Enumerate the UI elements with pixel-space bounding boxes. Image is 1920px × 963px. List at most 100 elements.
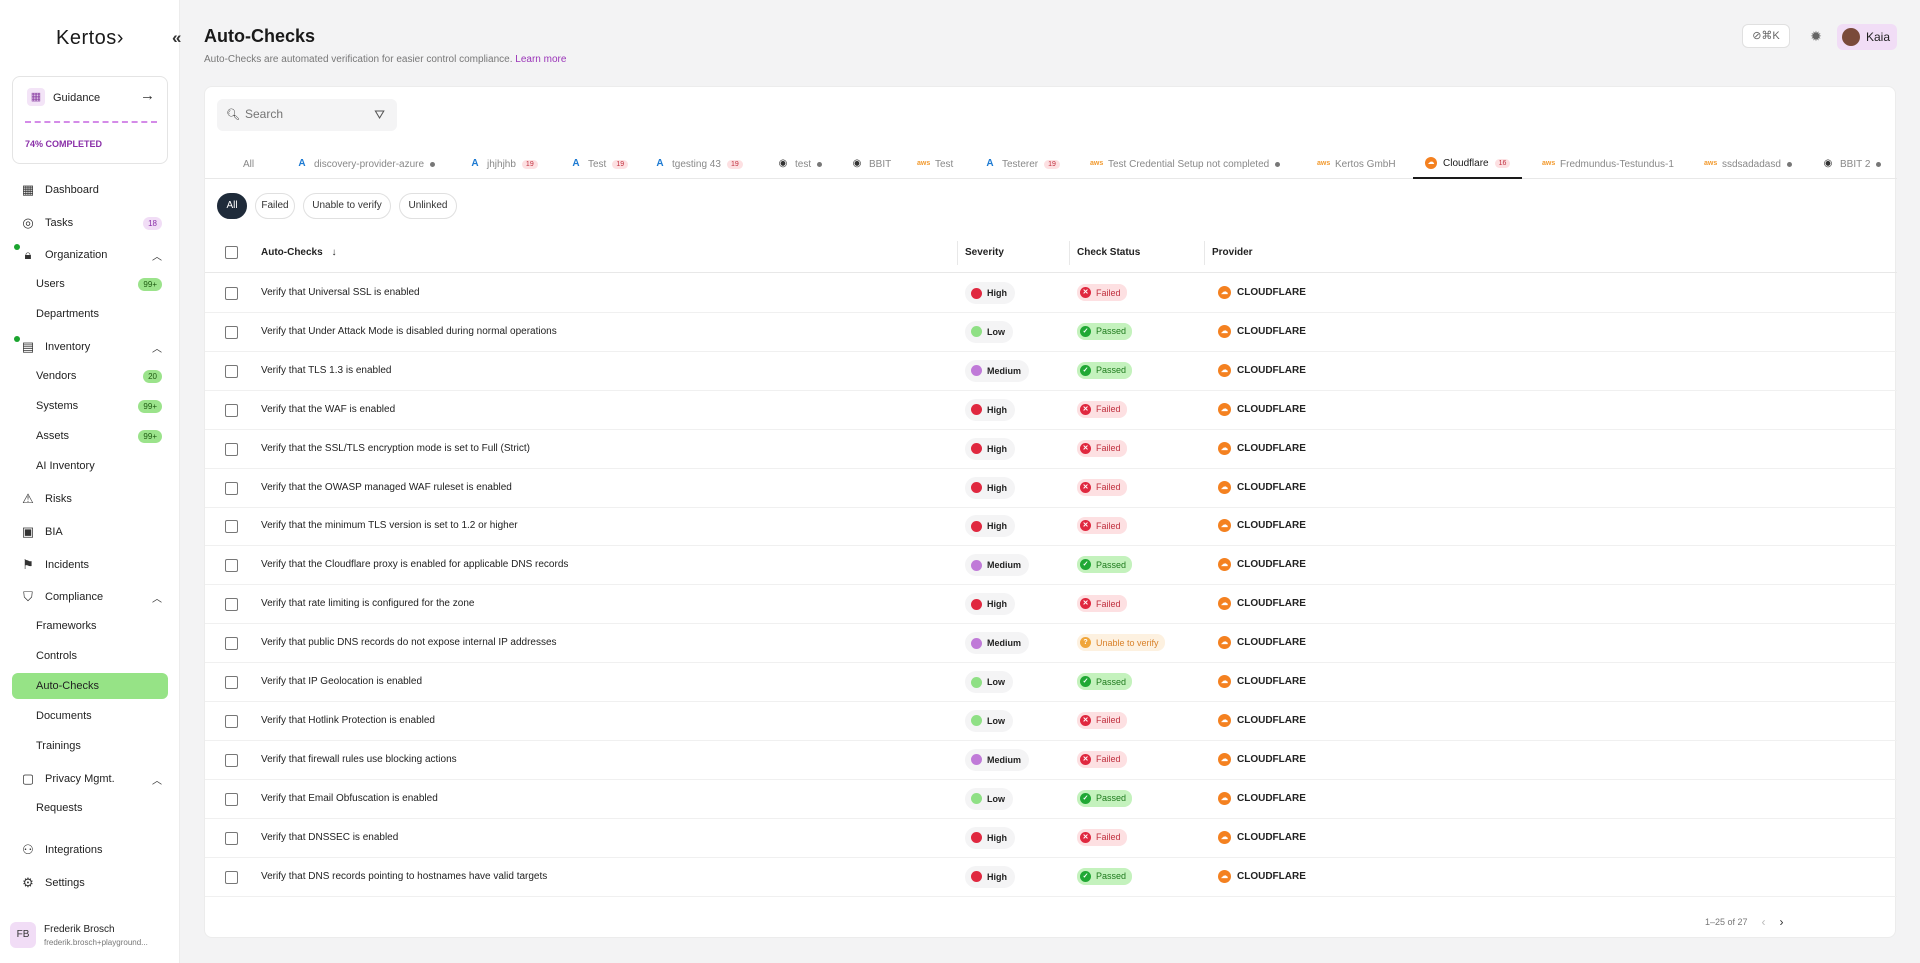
table-row[interactable]: Verify that the Cloudflare proxy is enab… xyxy=(205,546,1897,586)
table-row[interactable]: Verify that firewall rules use blocking … xyxy=(205,741,1897,780)
sidebar-item-assets[interactable]: Assets 99+ xyxy=(12,423,168,449)
column-header-auto-checks[interactable]: Auto-Checks ↓ xyxy=(261,233,336,273)
column-header-provider[interactable]: Provider xyxy=(1212,247,1253,258)
sidebar-item-organization[interactable]: 🔒︎ Organization ︿ xyxy=(12,242,168,268)
row-checkbox[interactable] xyxy=(225,442,238,456)
check-name[interactable]: Verify that Hotlink Protection is enable… xyxy=(261,714,435,726)
learn-more-link[interactable]: Learn more xyxy=(515,54,567,65)
table-row[interactable]: Verify that rate limiting is configured … xyxy=(205,585,1897,625)
check-name[interactable]: Verify that IP Geolocation is enabled xyxy=(261,676,423,687)
tab-all[interactable]: All xyxy=(243,149,254,179)
guidance-card[interactable]: ▦ Guidance → 74% COMPLETED xyxy=(12,76,168,164)
check-name[interactable]: Verify that the Cloudflare proxy is enab… xyxy=(261,559,569,571)
sidebar-item-requests[interactable]: Requests xyxy=(12,795,168,821)
tab-test-credential-setup[interactable]: aws Test Credential Setup not completed xyxy=(1090,149,1281,179)
tab-test-github[interactable]: ◉ test xyxy=(777,149,823,179)
check-name[interactable]: Verify that rate limiting is configured … xyxy=(261,598,475,610)
tab-jhjhjhb[interactable]: A jhjhjhb 19 xyxy=(469,149,538,179)
table-row[interactable]: Verify that TLS 1.3 is enabled Medium ✓ Pas… xyxy=(205,352,1897,391)
table-row[interactable]: Verify that the SSL/TLS encryption mode … xyxy=(205,430,1897,469)
user-profile[interactable]: FB Frederik Brosch frederik.brosch+playg… xyxy=(10,920,170,954)
check-name[interactable]: Verify that TLS 1.3 is enabled xyxy=(261,364,392,376)
kertos-logo[interactable]: Kertos› xyxy=(56,27,124,49)
chevron-up-icon[interactable]: ︿ xyxy=(152,251,162,263)
sort-arrow-down-icon[interactable]: ↓ xyxy=(331,247,337,258)
table-row[interactable]: Verify that Hotlink Protection is enable… xyxy=(205,702,1897,741)
row-checkbox[interactable] xyxy=(225,714,238,728)
sidebar-item-dashboard[interactable]: ▦ Dashboard xyxy=(12,177,168,203)
tab-cloudflare[interactable]: ☁ Cloudflare 16 xyxy=(1413,149,1523,179)
search-field[interactable]: 🔍︎ ⛛ xyxy=(217,99,397,131)
table-row[interactable]: Verify that Under Attack Mode is disable… xyxy=(205,313,1897,352)
row-checkbox[interactable] xyxy=(225,287,238,300)
check-name[interactable]: Verify that DNS records pointing to host… xyxy=(261,870,548,882)
filter-unable-to-verify[interactable]: Unable to verify xyxy=(303,193,391,219)
tab-discovery-provider-azure[interactable]: A discovery-provider-azure xyxy=(296,149,436,179)
row-checkbox[interactable] xyxy=(225,559,238,573)
table-row[interactable]: Verify that Email Obfuscation is enabled… xyxy=(205,780,1897,819)
table-row[interactable]: Verify that the OWASP managed WAF rulese… xyxy=(205,469,1897,508)
row-checkbox[interactable] xyxy=(225,637,238,651)
sidebar-item-bia[interactable]: ▣ BIA xyxy=(12,519,168,545)
table-row[interactable]: Verify that Universal SSL is enabled High… xyxy=(205,274,1897,313)
table-row[interactable]: Verify that IP Geolocation is enabled Low… xyxy=(205,663,1897,702)
tab-ssdsadadasd[interactable]: aws ssdsadadasd xyxy=(1704,149,1792,179)
check-name[interactable]: Verify that the OWASP managed WAF rulese… xyxy=(261,481,512,493)
row-checkbox[interactable] xyxy=(225,870,238,884)
sidebar-item-departments[interactable]: Departments xyxy=(12,301,168,327)
check-name[interactable]: Verify that firewall rules use blocking … xyxy=(261,753,457,765)
chevron-up-icon[interactable]: ︿ xyxy=(152,593,162,605)
tab-fredmundus-testundus-1[interactable]: aws Fredmundus-Testundus-1 xyxy=(1542,149,1674,179)
row-checkbox[interactable] xyxy=(225,403,238,417)
sidebar-item-vendors[interactable]: Vendors 20 xyxy=(12,363,168,389)
check-name[interactable]: Verify that Under Attack Mode is disable… xyxy=(261,325,557,337)
select-all-checkbox[interactable] xyxy=(225,246,238,259)
row-checkbox[interactable] xyxy=(225,676,238,689)
sidebar-item-documents[interactable]: Documents xyxy=(12,703,168,729)
filter-failed[interactable]: Failed xyxy=(255,193,295,219)
row-checkbox[interactable] xyxy=(225,792,238,806)
command-palette-button[interactable]: ⊘⌘K xyxy=(1742,24,1790,48)
tab-bbit[interactable]: ◉ BBIT xyxy=(851,149,892,179)
sidebar-item-controls[interactable]: Controls xyxy=(12,643,168,669)
sidebar-item-integrations[interactable]: ⚇ Integrations xyxy=(12,837,168,863)
sidebar-item-settings[interactable]: ⚙ Settings xyxy=(12,870,168,896)
row-checkbox[interactable] xyxy=(225,598,238,612)
row-checkbox[interactable] xyxy=(225,753,238,767)
tab-tgesting-43[interactable]: A tgesting 43 19 xyxy=(654,149,743,179)
table-row[interactable]: Verify that public DNS records do not ex… xyxy=(205,624,1897,664)
sidebar-item-auto-checks[interactable]: Auto-Checks xyxy=(12,673,168,699)
filter-unlinked[interactable]: Unlinked xyxy=(399,193,457,219)
chevron-right-icon[interactable]: › xyxy=(1779,915,1784,929)
filter-icon[interactable]: ⛛ xyxy=(374,107,385,122)
sidebar-item-trainings[interactable]: Trainings xyxy=(12,733,168,759)
bug-icon[interactable]: ✹ xyxy=(1810,28,1822,44)
check-name[interactable]: Verify that the SSL/TLS encryption mode … xyxy=(261,442,530,454)
search-input[interactable] xyxy=(245,107,363,121)
tab-test-aws[interactable]: aws Test xyxy=(917,149,953,179)
tab-kertos-gmbh[interactable]: aws Kertos GmbH xyxy=(1317,149,1396,179)
row-checkbox[interactable] xyxy=(225,831,238,845)
sidebar-item-risks[interactable]: ⚠ Risks xyxy=(12,486,168,512)
sidebar-item-privacy[interactable]: ▢ Privacy Mgmt. ︿ xyxy=(12,766,168,792)
row-checkbox[interactable] xyxy=(225,481,238,495)
row-checkbox[interactable] xyxy=(225,325,238,339)
sidebar-item-users[interactable]: Users 99+ xyxy=(12,271,168,297)
sidebar-item-systems[interactable]: Systems 99+ xyxy=(12,393,168,419)
check-name[interactable]: Verify that the WAF is enabled xyxy=(261,403,396,415)
collapse-sidebar-icon[interactable]: « xyxy=(172,28,182,47)
table-row[interactable]: Verify that DNS records pointing to host… xyxy=(205,858,1897,897)
sidebar-item-inventory[interactable]: ▤ Inventory ︿ xyxy=(12,334,168,360)
row-checkbox[interactable] xyxy=(225,364,238,378)
table-row[interactable]: Verify that the WAF is enabled High ✕ Faile… xyxy=(205,391,1897,430)
sidebar-item-frameworks[interactable]: Frameworks xyxy=(12,613,168,639)
table-row[interactable]: Verify that the minimum TLS version is s… xyxy=(205,507,1897,547)
check-name[interactable]: Verify that Email Obfuscation is enabled xyxy=(261,792,438,804)
check-name[interactable]: Verify that DNSSEC is enabled xyxy=(261,831,399,843)
chevron-up-icon[interactable]: ︿ xyxy=(152,343,162,355)
chevron-up-icon[interactable]: ︿ xyxy=(152,775,162,787)
sidebar-item-compliance[interactable]: ⛉ Compliance ︿ xyxy=(12,584,168,610)
filter-all[interactable]: All xyxy=(217,193,247,219)
chevron-left-icon[interactable]: ‹ xyxy=(1761,915,1766,929)
arrow-right-icon[interactable]: → xyxy=(140,87,155,104)
